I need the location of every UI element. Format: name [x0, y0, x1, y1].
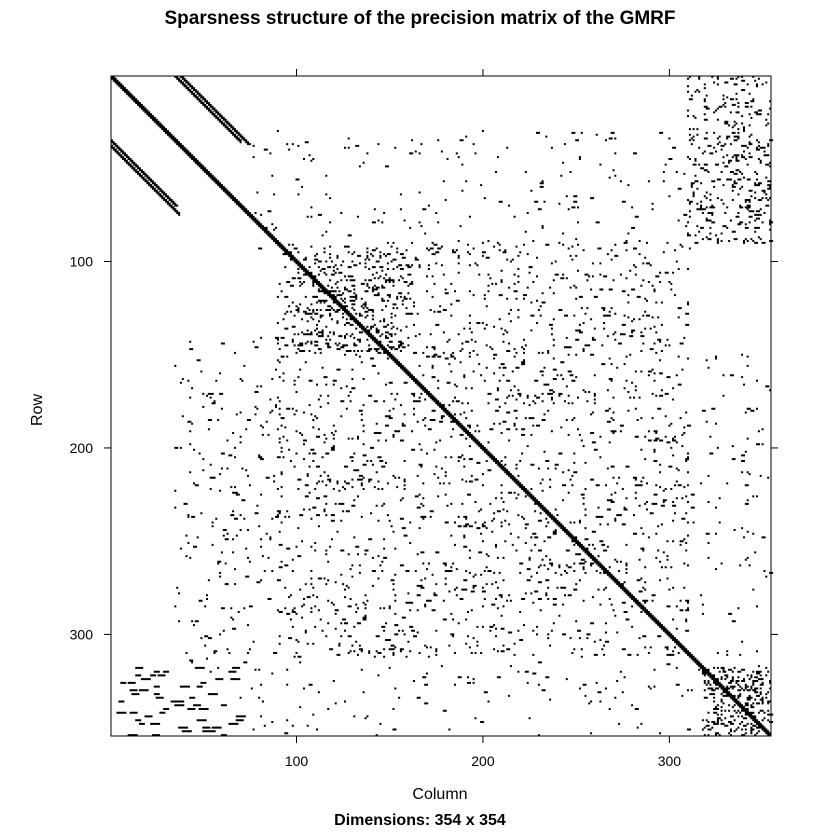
- x-axis-label: Column: [412, 786, 468, 803]
- axis-ticks: 100 200 300 100 200 300: [70, 69, 778, 769]
- y-tick-label: 300: [70, 626, 94, 642]
- chart-title: Sparsness structure of the precision mat…: [164, 8, 676, 29]
- x-tick-label: 100: [285, 753, 309, 769]
- plot-frame: [110, 75, 772, 737]
- x-tick-label: 200: [471, 753, 495, 769]
- nonzero-marks: [110, 75, 774, 737]
- dimensions-caption: Dimensions: 354 x 354: [334, 812, 506, 829]
- x-tick-label: 300: [658, 753, 682, 769]
- y-tick-label: 100: [70, 254, 94, 270]
- nonzero-entries: [110, 75, 774, 737]
- y-tick-label: 200: [70, 440, 94, 456]
